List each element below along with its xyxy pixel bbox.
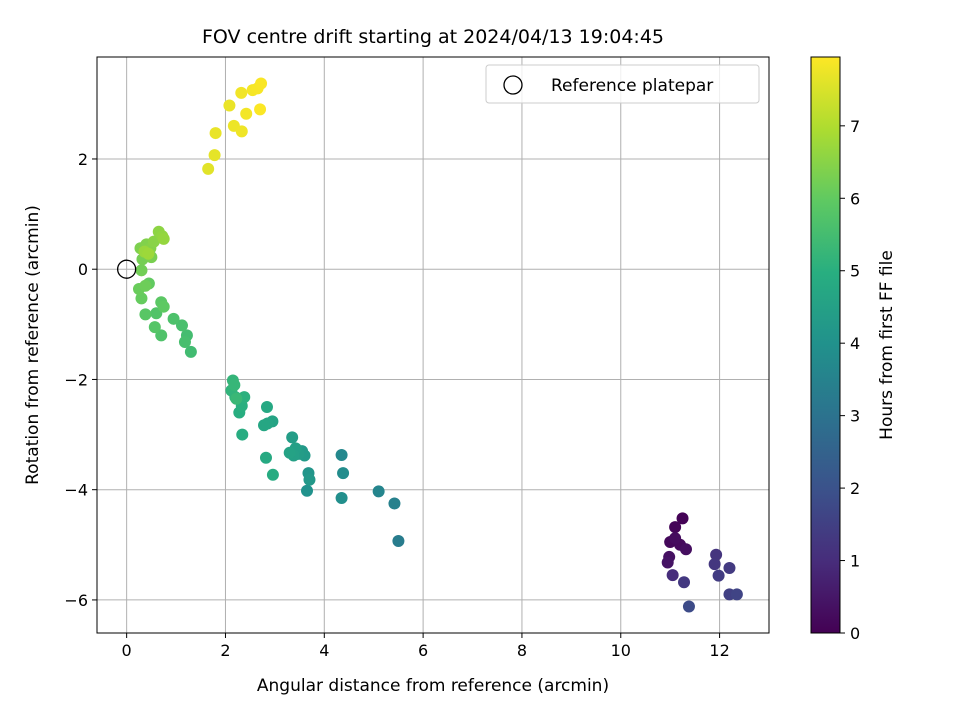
data-point	[230, 392, 243, 405]
legend-marker-icon	[503, 75, 523, 95]
data-point	[661, 556, 674, 569]
data-point	[202, 162, 215, 175]
data-point	[178, 335, 191, 348]
colorbar-gradient	[810, 56, 841, 634]
data-point	[710, 548, 723, 561]
data-point	[208, 149, 221, 162]
colorbar-tick-label: 3	[850, 407, 860, 426]
colorbar-tick-label: 1	[850, 552, 860, 571]
data-point	[301, 484, 313, 497]
data-point	[712, 569, 725, 582]
data-point	[723, 561, 736, 574]
colorbar-label: Hours from first FF file	[877, 250, 897, 440]
data-point	[184, 345, 197, 358]
y-axis-label: Rotation from reference (arcmin)	[23, 205, 43, 485]
data-point	[235, 125, 248, 138]
y-tick-label: −4	[64, 481, 88, 500]
legend-entry-reference: Reference platepar	[551, 76, 713, 96]
data-point	[676, 512, 689, 525]
data-point	[260, 401, 273, 414]
x-tick-label: 12	[709, 641, 729, 660]
data-point	[666, 569, 679, 582]
data-point	[235, 86, 248, 99]
data-point	[167, 312, 180, 325]
colorbar-tick-label: 5	[850, 262, 860, 281]
data-point	[682, 600, 695, 613]
colorbar-tick-label: 7	[850, 117, 860, 136]
colorbar-tick-label: 4	[850, 334, 860, 353]
data-point	[303, 473, 316, 486]
data-point	[139, 279, 152, 292]
y-axis-ticks: −6 −4 −2 0 2	[64, 150, 97, 610]
x-tick-label: 6	[418, 641, 428, 660]
data-point	[254, 103, 267, 116]
data-point	[388, 497, 401, 510]
x-axis-ticks: 0 2 4 6 8 10 12	[122, 633, 730, 660]
x-tick-label: 2	[220, 641, 230, 660]
y-tick-label: −2	[64, 370, 88, 389]
data-point	[142, 247, 155, 260]
data-point	[730, 588, 743, 601]
data-point	[157, 300, 170, 313]
data-point	[679, 543, 692, 556]
data-point	[228, 378, 241, 391]
data-point	[283, 446, 296, 459]
plot-frame	[96, 56, 770, 634]
data-point	[258, 419, 271, 432]
x-tick-label: 0	[122, 641, 132, 660]
grid-lines	[97, 57, 769, 633]
data-point	[255, 77, 268, 90]
data-point	[669, 532, 682, 545]
data-point	[708, 558, 721, 571]
colorbar-ticks: 0 1 2 3 4 5 6 7	[840, 117, 860, 643]
x-axis-label: Angular distance from reference (arcmin)	[257, 676, 609, 696]
data-point	[337, 467, 350, 480]
legend: Reference platepar	[485, 64, 760, 104]
colorbar-tick-label: 6	[850, 189, 860, 208]
legend-box	[485, 64, 760, 104]
data-point	[236, 428, 249, 441]
data-point	[266, 468, 279, 481]
data-point	[286, 431, 299, 444]
data-point	[240, 107, 253, 120]
reference-point-marker	[116, 259, 137, 279]
colorbar-tick-label: 2	[850, 479, 860, 498]
data-point	[139, 308, 152, 321]
data-point	[135, 292, 148, 305]
colorbar: 0 1 2 3 4 5 6 7 Hours from first FF file	[810, 56, 897, 643]
y-tick-label: 2	[78, 150, 88, 169]
data-points	[133, 77, 743, 613]
data-point	[392, 534, 405, 547]
colorbar-tick-label: 0	[850, 624, 860, 643]
y-tick-label: −6	[64, 591, 88, 610]
data-point	[135, 264, 148, 277]
x-tick-label: 10	[611, 641, 631, 660]
data-point	[223, 99, 236, 112]
data-point	[209, 127, 222, 140]
data-point	[335, 491, 348, 504]
data-point	[155, 329, 168, 342]
y-tick-label: 0	[78, 260, 88, 279]
data-point	[669, 521, 682, 534]
chart-title: FOV centre drift starting at 2024/04/13 …	[202, 26, 664, 48]
data-point	[678, 576, 691, 589]
x-tick-label: 8	[517, 641, 527, 660]
data-point	[148, 321, 161, 334]
data-point	[157, 232, 170, 245]
data-point	[259, 451, 272, 464]
data-point	[372, 485, 385, 498]
data-point	[175, 319, 188, 332]
x-tick-label: 4	[319, 641, 329, 660]
data-point	[335, 448, 348, 461]
